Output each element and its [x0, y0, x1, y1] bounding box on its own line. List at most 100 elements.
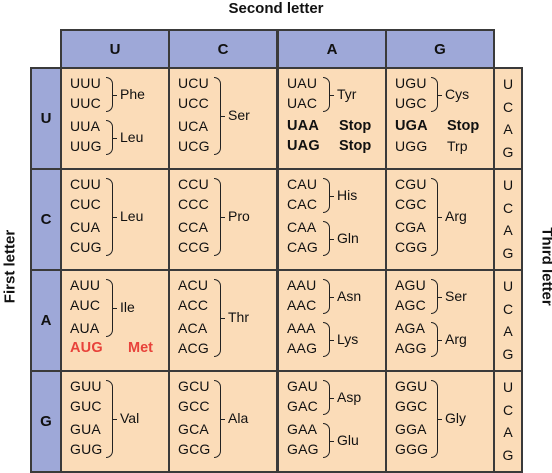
codon: GCC — [178, 398, 210, 414]
codon: GUA — [70, 421, 101, 437]
codon: CGC — [395, 196, 427, 212]
brace — [323, 279, 334, 314]
codon: UCG — [178, 138, 210, 154]
codon: ACA — [178, 320, 208, 336]
codon: CGA — [395, 219, 426, 235]
brace — [431, 77, 442, 112]
codon: GUG — [70, 441, 103, 457]
codon: AGG — [395, 340, 427, 356]
codon: UGU — [395, 75, 427, 91]
amino-acid-label: Tyr — [337, 85, 357, 102]
codon: CAG — [287, 239, 318, 255]
third-letter: C — [502, 98, 514, 115]
third-letter: A — [503, 222, 513, 239]
first-letter-header-c: C — [30, 168, 62, 271]
third-letter: U — [502, 278, 514, 294]
amino-acid-label: Arg — [445, 208, 467, 224]
amino-acid-label: His — [337, 186, 358, 203]
codon: UUU — [70, 75, 101, 91]
codon: AGU — [395, 277, 426, 293]
first-letter-header-g: G — [30, 370, 62, 473]
codon: AAA — [287, 320, 316, 336]
codon: GGG — [395, 441, 429, 457]
codon: GCU — [178, 378, 210, 394]
codon: CGU — [395, 176, 427, 192]
first-letter-header-u: U — [30, 67, 62, 170]
codon: AGC — [395, 297, 426, 313]
codon-cell — [277, 269, 387, 372]
amino-acid-label: Gly — [445, 410, 466, 426]
codon-cell — [60, 370, 170, 473]
codon-cell — [277, 67, 387, 170]
amino-acid-label: Gln — [337, 229, 359, 246]
codon: ACU — [178, 277, 209, 293]
brace — [431, 380, 442, 458]
first-letter-header-a: A — [30, 269, 62, 372]
third-letter: C — [502, 199, 514, 216]
codon: GCG — [178, 441, 211, 457]
codon: UGG — [395, 138, 428, 154]
codon: GGU — [395, 378, 428, 394]
codon: CUG — [70, 239, 102, 255]
codon: UCC — [178, 95, 209, 111]
third-letter: G — [502, 244, 514, 261]
amino-acid-label: Trp — [447, 138, 468, 154]
third-letter: A — [503, 121, 513, 138]
second-letter-header-g: G — [385, 29, 495, 69]
codon: GAC — [287, 398, 318, 414]
amino-acid-label: Leu — [120, 128, 144, 145]
brace — [323, 221, 334, 256]
third-letter: U — [502, 379, 514, 395]
amino-acid-label: Arg — [445, 330, 467, 347]
codon: UGA — [395, 118, 428, 134]
codon: AUC — [70, 297, 101, 313]
codon: CCC — [178, 196, 209, 212]
third-letter: A — [503, 424, 513, 441]
second-letter-header-c: C — [168, 29, 278, 69]
third-letter: G — [502, 143, 514, 160]
brace — [431, 178, 442, 256]
amino-acid-label: Stop — [447, 118, 480, 134]
brace — [323, 380, 334, 415]
amino-acid-label: Leu — [120, 208, 144, 224]
codon: AAG — [287, 340, 318, 356]
codon: CCG — [178, 239, 210, 255]
codon: UAG — [287, 138, 320, 154]
amino-acid-label: Cys — [445, 85, 470, 102]
codon: ACC — [178, 297, 209, 313]
codon: AAU — [287, 277, 317, 293]
brace — [106, 178, 117, 256]
codon: AUG — [70, 340, 103, 356]
codon: GAG — [287, 441, 319, 457]
brace — [106, 279, 117, 337]
third-letter: C — [502, 401, 514, 418]
third-letter: C — [502, 300, 514, 317]
codon: GAA — [287, 421, 318, 437]
amino-acid-label: Val — [120, 410, 140, 426]
brace — [323, 77, 334, 112]
codon-cell — [277, 168, 387, 271]
codon: CUA — [70, 219, 101, 235]
amino-acid-label: Asn — [337, 287, 362, 304]
codon: AUA — [70, 320, 100, 336]
second-letter-header-a: A — [277, 29, 387, 69]
brace — [214, 77, 225, 155]
brace — [214, 279, 225, 357]
third-letter: G — [502, 446, 514, 463]
codon: AGA — [395, 320, 426, 336]
amino-acid-label: Glu — [337, 431, 359, 448]
brace — [106, 380, 117, 458]
codon-cell — [168, 269, 278, 372]
codon: GUC — [70, 398, 102, 414]
amino-acid-label: Asp — [337, 388, 362, 405]
amino-acid-label: Met — [128, 340, 153, 356]
third-letter: G — [502, 345, 514, 362]
codon: UCA — [178, 118, 209, 134]
first-letter-title: First letter — [1, 229, 19, 304]
third-letter: A — [503, 323, 513, 340]
amino-acid-label: Ile — [120, 299, 135, 315]
